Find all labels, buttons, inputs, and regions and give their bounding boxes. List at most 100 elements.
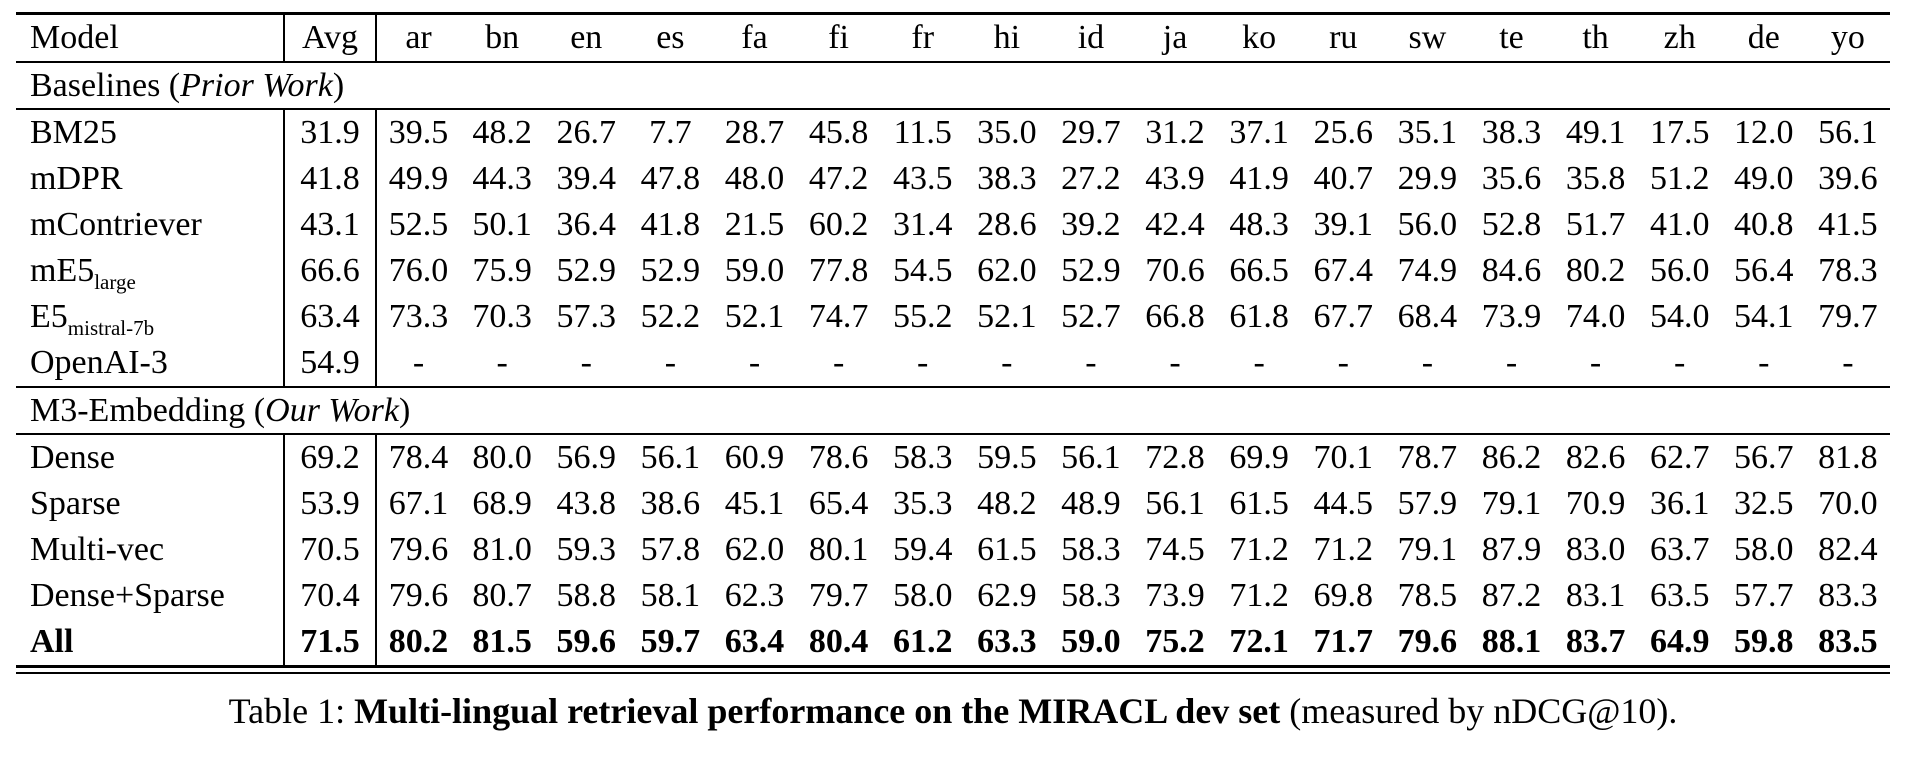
score-cell: 73.9 xyxy=(1481,298,1542,335)
score-cell: 51.7 xyxy=(1565,206,1626,243)
score-cell: 45.8 xyxy=(808,114,869,151)
section-label-suffix: ) xyxy=(332,66,345,104)
column-header-avg: Avg xyxy=(284,13,377,63)
avg-score-cell: 41.8 xyxy=(284,156,377,202)
score-cell: 62.7 xyxy=(1649,439,1710,476)
caption-prefix: Table 1: xyxy=(228,691,355,731)
score-cell: 63.5 xyxy=(1649,577,1710,614)
score-cell: 61.5 xyxy=(1229,485,1289,522)
score-cell: 71.7 xyxy=(1313,623,1374,660)
score-cell: 59.0 xyxy=(724,252,785,289)
column-header-te: te xyxy=(1469,13,1554,63)
column-header-de: de xyxy=(1721,13,1806,63)
score-cell: 87.9 xyxy=(1481,531,1542,568)
score-cell: 83.0 xyxy=(1565,531,1626,568)
score-cell: - xyxy=(628,340,713,388)
model-name: mE5 xyxy=(30,252,95,289)
score-cell: 45.1 xyxy=(724,485,785,522)
avg-score-cell: 43.1 xyxy=(284,202,377,248)
model-name-cell: OpenAI-3 xyxy=(16,340,285,388)
score-cell: 52.7 xyxy=(1061,298,1121,335)
score-cell: 47.8 xyxy=(640,160,701,197)
score-cell: 59.5 xyxy=(977,439,1037,476)
avg-score-cell: 63.4 xyxy=(284,294,377,340)
score-cell: 59.6 xyxy=(556,623,617,660)
score-cell: - xyxy=(1469,340,1554,388)
score-cell: 78.3 xyxy=(1818,252,1878,289)
score-cell: 84.6 xyxy=(1481,252,1542,289)
score-cell: 52.9 xyxy=(640,252,701,289)
model-name-cell: Dense+Sparse xyxy=(16,573,285,619)
score-cell: 56.1 xyxy=(1818,114,1878,151)
score-cell: 52.9 xyxy=(1061,252,1121,289)
score-cell: 68.4 xyxy=(1397,298,1458,335)
score-cell: 28.6 xyxy=(977,206,1037,243)
score-cell: 25.6 xyxy=(1313,114,1374,151)
score-cell: 66.8 xyxy=(1145,298,1205,335)
avg-score-cell: 66.6 xyxy=(284,248,377,294)
score-cell: 44.3 xyxy=(472,160,532,197)
score-cell: 39.6 xyxy=(1818,160,1878,197)
avg-score-cell: 69.2 xyxy=(284,434,377,481)
model-name: mDPR xyxy=(30,160,123,197)
score-cell: 75.9 xyxy=(472,252,532,289)
score-cell: 48.2 xyxy=(977,485,1037,522)
score-cell: - xyxy=(712,340,797,388)
score-cell: 54.5 xyxy=(892,252,953,289)
score-cell: 39.4 xyxy=(556,160,617,197)
score-cell: 88.1 xyxy=(1481,623,1542,660)
model-name-cell: BM25 xyxy=(16,109,285,156)
table-row: Multi-vec 70.5 79.6 81.0 59.3 57.8 62.0 80.1 59.… xyxy=(16,527,1890,573)
score-cell: - xyxy=(1132,340,1218,388)
model-name-cell: mContriever xyxy=(16,202,285,248)
model-name: Dense xyxy=(30,439,115,476)
model-name-cell: Multi-vec xyxy=(16,527,285,573)
score-cell: 79.1 xyxy=(1481,485,1542,522)
score-cell: 56.1 xyxy=(1061,439,1121,476)
model-name: Dense+Sparse xyxy=(30,577,225,614)
model-name: OpenAI-3 xyxy=(30,344,168,381)
score-cell: - xyxy=(1217,340,1302,388)
score-cell: 43.5 xyxy=(892,160,953,197)
avg-score-cell: 70.5 xyxy=(284,527,377,573)
score-cell: 67.1 xyxy=(388,485,449,522)
table-row: OpenAI-3 54.9- - - - - - - - - - - - - - - - - - xyxy=(16,340,1890,388)
section-label-prefix: M3-Embedding ( xyxy=(30,391,266,429)
score-cell: 55.2 xyxy=(892,298,953,335)
score-cell: 64.9 xyxy=(1649,623,1710,660)
score-cell: 52.8 xyxy=(1481,206,1542,243)
score-cell: 78.5 xyxy=(1397,577,1458,614)
score-cell: 77.8 xyxy=(808,252,869,289)
score-cell: 74.9 xyxy=(1397,252,1458,289)
score-cell: 82.4 xyxy=(1818,531,1878,568)
score-cell: - xyxy=(1048,340,1133,388)
model-name-cell: mDPR xyxy=(16,156,285,202)
score-cell: 49.1 xyxy=(1565,114,1626,151)
model-name: E5 xyxy=(30,298,68,335)
score-cell: 70.1 xyxy=(1313,439,1374,476)
column-header-model: Model xyxy=(16,13,285,63)
score-cell: 58.3 xyxy=(1061,577,1121,614)
score-cell: 81.0 xyxy=(472,531,532,568)
score-cell: 43.8 xyxy=(556,485,617,522)
score-cell: 57.7 xyxy=(1734,577,1794,614)
score-cell: 29.9 xyxy=(1397,160,1458,197)
score-cell: 62.3 xyxy=(724,577,785,614)
score-cell: 81.8 xyxy=(1818,439,1878,476)
column-header-id: id xyxy=(1048,13,1133,63)
score-cell: 57.8 xyxy=(640,531,701,568)
table-caption: Table 1: Multi-lingual retrieval perform… xyxy=(0,690,1906,732)
score-cell: 56.7 xyxy=(1734,439,1794,476)
score-cell: 35.3 xyxy=(892,485,953,522)
model-name-cell: Dense xyxy=(16,434,285,481)
avg-score-cell: 54.9 xyxy=(284,340,377,388)
score-cell: 35.6 xyxy=(1481,160,1542,197)
avg-score-cell: 71.5 xyxy=(284,619,377,667)
score-cell: 72.1 xyxy=(1229,623,1289,660)
score-cell: 35.1 xyxy=(1397,114,1458,151)
score-cell: 36.4 xyxy=(556,206,617,243)
score-cell: 74.7 xyxy=(808,298,869,335)
score-cell: 48.3 xyxy=(1229,206,1289,243)
score-cell: 31.4 xyxy=(892,206,953,243)
score-cell: 65.4 xyxy=(808,485,869,522)
